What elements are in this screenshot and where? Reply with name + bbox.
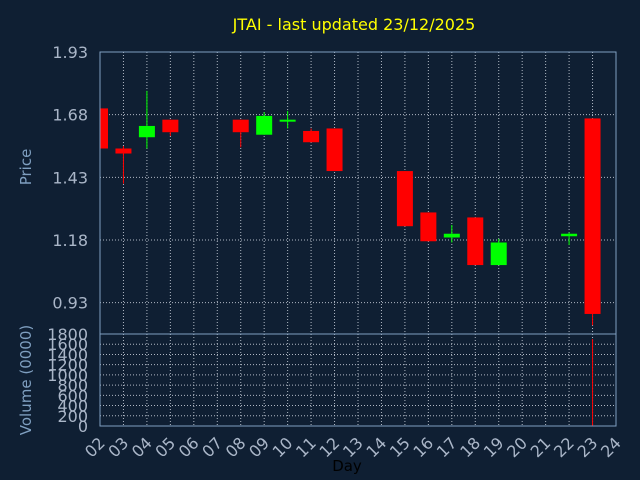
candle xyxy=(443,224,460,243)
candle xyxy=(467,217,484,266)
candle xyxy=(326,128,343,172)
price-y-tick-label: 0.93 xyxy=(52,294,88,313)
candle xyxy=(396,171,413,227)
volume-y-tick-label: 1800 xyxy=(47,325,88,344)
volume-y-tick-label: 600 xyxy=(57,386,88,405)
candle-body xyxy=(100,108,108,149)
candle-body xyxy=(115,148,132,154)
candle-body xyxy=(584,118,601,314)
candle-body xyxy=(443,233,460,238)
volume-y-tick-label: 1400 xyxy=(47,345,88,364)
candle xyxy=(279,110,296,129)
price-y-tick-label: 1.18 xyxy=(52,231,88,250)
candle xyxy=(99,108,108,149)
candle xyxy=(115,146,132,184)
candle-body xyxy=(138,125,155,138)
candle xyxy=(420,212,437,242)
candle xyxy=(162,119,179,136)
candle xyxy=(561,232,578,246)
volume-y-tick-label: 400 xyxy=(57,397,88,416)
volume-y-tick-label: 800 xyxy=(57,376,88,395)
volume-y-tick-label: 200 xyxy=(57,407,88,426)
volume-y-tick-label: 1200 xyxy=(47,356,88,375)
candle-body xyxy=(256,115,273,135)
candle-body xyxy=(396,171,413,227)
candle xyxy=(303,128,320,143)
price-y-tick-label: 1.43 xyxy=(52,168,88,187)
candle xyxy=(256,112,273,135)
price-axis-label: Price xyxy=(17,149,35,186)
candle xyxy=(584,118,601,326)
candle-body xyxy=(467,217,484,266)
candle-body xyxy=(162,119,179,133)
candle-body xyxy=(279,119,296,122)
price-y-tick-label: 1.68 xyxy=(52,106,88,125)
volume-y-tick-label: 1600 xyxy=(47,335,88,354)
volume-y-tick-label: 1000 xyxy=(47,366,88,385)
candle xyxy=(138,90,155,149)
volume-y-tick-label: 0 xyxy=(78,417,88,436)
candle-body xyxy=(561,233,578,237)
candle-body xyxy=(326,128,343,172)
candle-body xyxy=(490,242,507,266)
candle xyxy=(232,119,249,148)
price-y-tick-label: 1.93 xyxy=(52,43,88,62)
candle-body xyxy=(303,130,320,143)
x-axis-label: Day xyxy=(332,457,362,475)
volume-axis-label: Volume (0000) xyxy=(17,325,35,435)
price-panel: 1.93 1.68 1.43 1.18 0.93 Price xyxy=(17,43,617,335)
chart-title: JTAI - last updated 23/12/2025 xyxy=(232,15,476,34)
candle-body xyxy=(420,212,437,242)
volume-panel-border xyxy=(99,333,617,427)
candle xyxy=(490,238,507,266)
candle-body xyxy=(232,119,249,133)
